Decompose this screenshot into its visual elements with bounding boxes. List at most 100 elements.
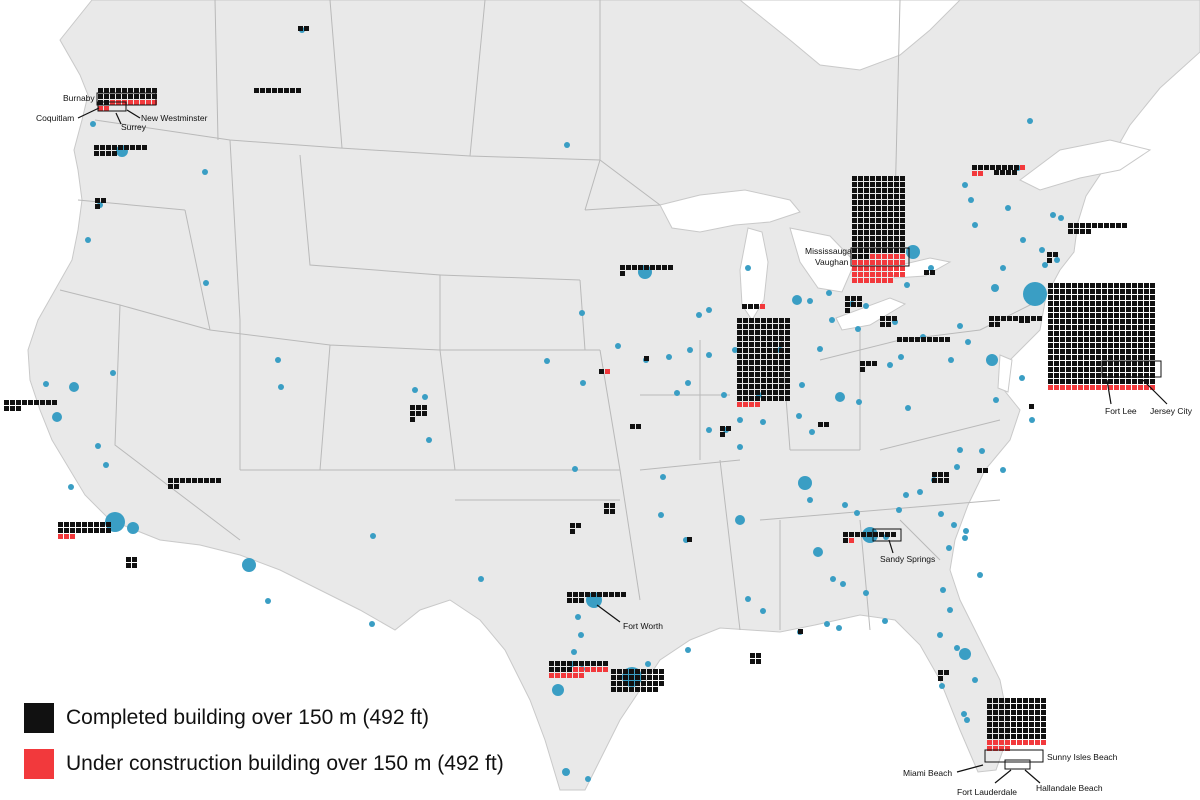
completed-building-square [1132, 295, 1137, 300]
completed-building-square [900, 224, 905, 229]
completed-building-square [864, 224, 869, 229]
completed-building-square [1078, 289, 1083, 294]
completed-building-square [623, 675, 628, 680]
completed-building-square [422, 411, 427, 416]
completed-building-square [1068, 229, 1073, 234]
completed-building-square [180, 478, 185, 483]
completed-building-square [647, 687, 652, 692]
completed-building-square [858, 248, 863, 253]
completed-building-square [1029, 734, 1034, 739]
completed-building-square [656, 265, 661, 270]
completed-building-square [1150, 295, 1155, 300]
completed-building-square [743, 372, 748, 377]
completed-building-square [1072, 355, 1077, 360]
under-construction-building-square [567, 673, 572, 678]
completed-building-square [785, 360, 790, 365]
completed-building-square [1096, 331, 1101, 336]
completed-building-square [897, 337, 902, 342]
completed-building-square [1011, 704, 1016, 709]
completed-building-square [1090, 361, 1095, 366]
completed-building-square [22, 400, 27, 405]
completed-building-square [1066, 331, 1071, 336]
under-construction-building-square [870, 272, 875, 277]
completed-building-square [864, 212, 869, 217]
completed-building-square [852, 182, 857, 187]
completed-building-square [272, 88, 277, 93]
completed-building-square [761, 318, 766, 323]
completed-building-square [1150, 373, 1155, 378]
completed-building-square [858, 194, 863, 199]
completed-building-square [737, 372, 742, 377]
completed-building-square [876, 212, 881, 217]
completed-building-square [146, 88, 151, 93]
city-marker [696, 312, 702, 318]
completed-building-square [1023, 710, 1028, 715]
tower-grid-portland [95, 198, 106, 209]
completed-building-square [98, 88, 103, 93]
completed-building-square [1001, 316, 1006, 321]
completed-building-square [1072, 307, 1077, 312]
completed-building-square [773, 330, 778, 335]
st-lawrence [1019, 139, 1152, 191]
completed-building-square [749, 342, 754, 347]
completed-building-square [1132, 355, 1137, 360]
completed-building-square [629, 681, 634, 686]
completed-building-square [1102, 307, 1107, 312]
tower-grid-minneapolis [620, 265, 673, 276]
lake-superior [659, 189, 801, 233]
completed-building-square [755, 378, 760, 383]
completed-building-square [1144, 313, 1149, 318]
completed-building-square [1096, 301, 1101, 306]
completed-building-square [1126, 343, 1131, 348]
completed-building-square [1120, 307, 1125, 312]
completed-building-square [290, 88, 295, 93]
completed-building-square [755, 360, 760, 365]
completed-building-square [1054, 355, 1059, 360]
completed-building-square [773, 360, 778, 365]
completed-building-square [1084, 379, 1089, 384]
completed-building-square [855, 532, 860, 537]
completed-building-square [653, 687, 658, 692]
completed-building-square [106, 522, 111, 527]
completed-building-square [1138, 379, 1143, 384]
completed-building-square [737, 336, 742, 341]
completed-building-square [921, 337, 926, 342]
completed-building-square [927, 337, 932, 342]
completed-building-square [773, 342, 778, 347]
completed-building-square [1126, 325, 1131, 330]
completed-building-square [900, 206, 905, 211]
completed-building-square [1084, 283, 1089, 288]
completed-building-square [168, 478, 173, 483]
completed-building-square [1041, 734, 1046, 739]
completed-building-square [1023, 722, 1028, 727]
completed-building-square [1078, 343, 1083, 348]
completed-building-square [779, 360, 784, 365]
tower-grid-seattle [94, 145, 147, 156]
completed-building-square [785, 366, 790, 371]
completed-building-square [870, 188, 875, 193]
completed-building-square [1048, 373, 1053, 378]
completed-building-square [1090, 307, 1095, 312]
completed-building-square [852, 248, 857, 253]
completed-building-square [1120, 355, 1125, 360]
under-construction-building-square [1102, 385, 1107, 390]
under-construction-building-square [864, 260, 869, 265]
completed-building-square [1120, 349, 1125, 354]
city-marker [412, 387, 418, 393]
label-miami-beach: Miami Beach [903, 768, 952, 778]
completed-building-square [1048, 295, 1053, 300]
completed-building-square [860, 367, 865, 372]
completed-building-square [1060, 361, 1065, 366]
completed-building-square [34, 400, 39, 405]
label-new-westminster: New Westminster [141, 113, 208, 123]
completed-building-square [749, 360, 754, 365]
completed-building-square [1066, 325, 1071, 330]
completed-building-square [1029, 704, 1034, 709]
city-marker [706, 427, 712, 433]
completed-building-square [1150, 355, 1155, 360]
completed-building-square [1126, 337, 1131, 342]
completed-building-square [146, 94, 151, 99]
completed-building-square [1102, 355, 1107, 360]
completed-building-square [1031, 316, 1036, 321]
completed-building-square [894, 248, 899, 253]
